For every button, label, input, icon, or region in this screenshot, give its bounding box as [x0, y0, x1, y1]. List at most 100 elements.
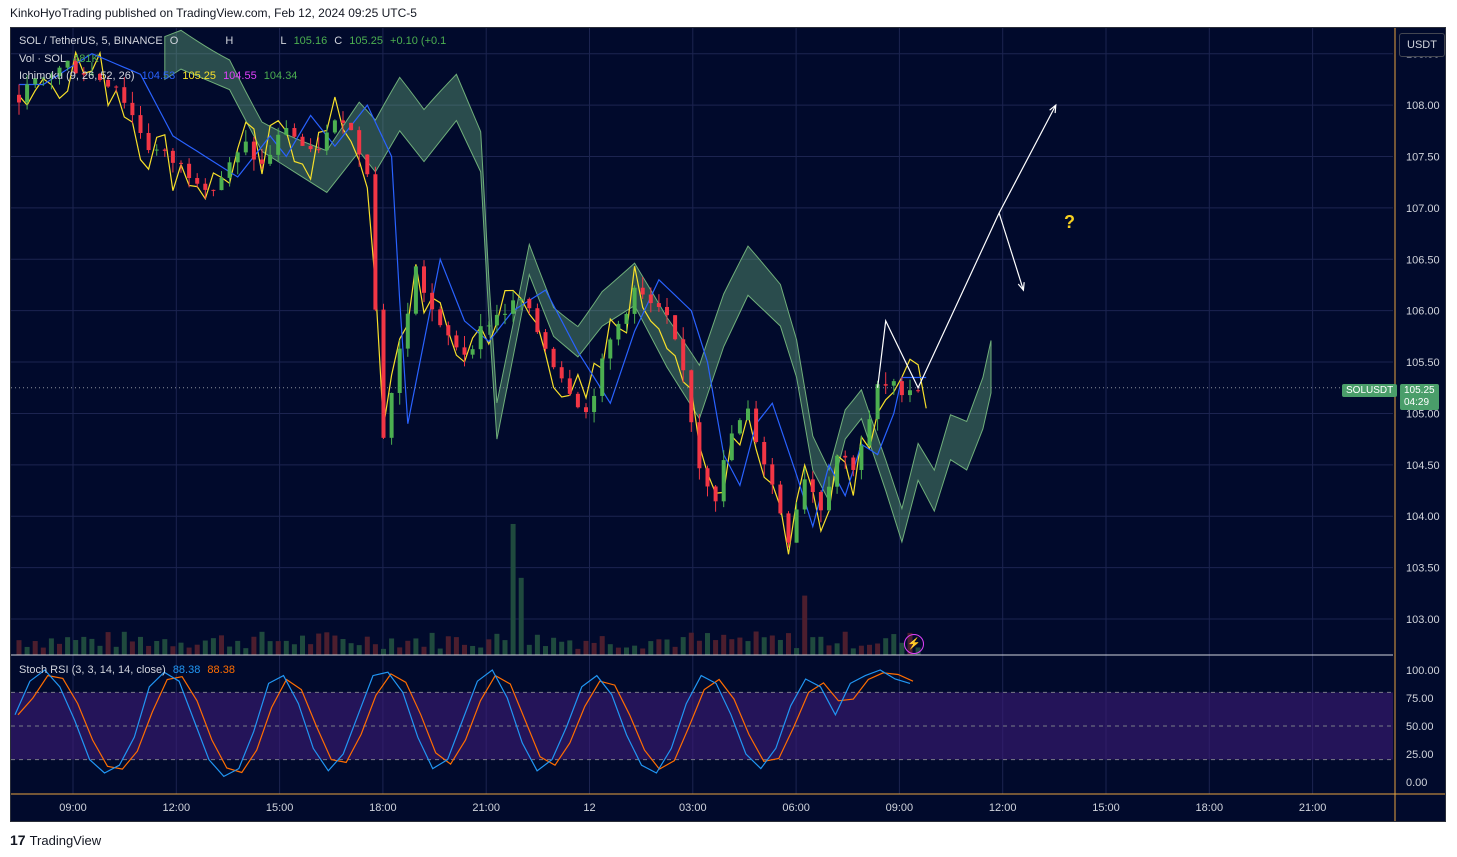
volume-bar	[705, 633, 710, 655]
volume-bar	[178, 642, 184, 655]
countdown: 04:29	[1404, 397, 1430, 408]
volume-bar	[332, 635, 338, 655]
price-tick-label: 106.00	[1406, 306, 1440, 318]
ichimoku-cloud	[164, 29, 992, 544]
time-tick-label: 15:00	[266, 802, 294, 814]
volume-bar	[810, 637, 816, 655]
ichimoku-label: Ichimoku (9, 26, 52, 26)	[19, 70, 135, 82]
volume-bar	[875, 643, 881, 655]
chart-canvas[interactable]: 108.50108.00107.50107.00106.50106.00105.…	[11, 28, 1445, 821]
candle-body	[486, 325, 491, 327]
candle-body	[665, 306, 669, 316]
price-tick-label: 107.00	[1406, 203, 1440, 215]
stoch-tick-label: 100.00	[1406, 665, 1440, 677]
high-label: H	[225, 35, 234, 47]
volume-bar	[405, 640, 411, 655]
volume-bar	[713, 640, 719, 655]
candle-body	[405, 313, 410, 349]
price-tick-label: 105.50	[1406, 357, 1440, 369]
candle-body	[211, 189, 216, 191]
projection-path	[877, 103, 1057, 390]
volume-bar	[883, 638, 889, 655]
volume-bar	[575, 648, 581, 655]
candle-body	[122, 87, 127, 103]
time-tick-label: 18:00	[369, 802, 397, 814]
candle-body	[867, 419, 872, 446]
candle-body	[827, 486, 831, 511]
volume-bar	[607, 644, 613, 655]
volume-bar	[583, 640, 589, 655]
candle-body	[527, 298, 532, 309]
kijun-line	[19, 53, 927, 529]
candle-body	[454, 335, 459, 348]
candle-body	[251, 141, 256, 160]
candle-body	[446, 325, 451, 336]
candle-body	[243, 141, 248, 153]
candle-body	[810, 479, 815, 493]
volume-bar	[138, 636, 143, 655]
question-annotation[interactable]: ?	[1064, 212, 1075, 232]
symbol-legend: SOL / TetherUS, 5, BINANCE O H L 105.16 …	[19, 35, 450, 47]
candle-body	[179, 162, 183, 164]
candle-body	[381, 309, 386, 438]
volume-bar	[794, 648, 800, 655]
volume-bar	[283, 640, 289, 655]
candle-body	[802, 479, 807, 510]
volume-bar	[551, 637, 557, 655]
price-tick-label: 103.00	[1406, 614, 1440, 626]
time-tick-label: 09:00	[59, 802, 87, 814]
volume-bar	[308, 644, 314, 655]
volume-bar	[97, 645, 103, 655]
volume-bar	[356, 645, 362, 655]
time-tick-label: 21:00	[472, 802, 500, 814]
candle-body	[600, 358, 605, 396]
price-tick-label: 103.50	[1406, 563, 1440, 575]
volume-bar	[170, 646, 176, 655]
close-label: C	[334, 35, 343, 47]
stoch-rsi-pane	[11, 669, 1393, 778]
footer-brand[interactable]: 17 TradingView	[10, 832, 101, 848]
candle-body	[584, 407, 588, 413]
ichimoku-value-3: 104.55	[223, 70, 257, 82]
volume-bar	[769, 635, 775, 655]
volume-bar	[32, 641, 38, 655]
candle-body	[883, 384, 888, 386]
candle-body	[656, 303, 661, 307]
candle-body	[673, 315, 678, 340]
volume-bar	[421, 646, 427, 655]
volume-bar	[696, 640, 702, 655]
candle-body	[551, 348, 556, 368]
time-tick-label: 12:00	[163, 802, 191, 814]
candle-body	[470, 349, 475, 355]
lightning-icon[interactable]: ⚡	[904, 634, 924, 654]
volume-bar	[664, 639, 670, 655]
low-value: 105.16	[293, 35, 328, 47]
stoch-tick-label: 50.00	[1406, 721, 1434, 733]
candle-body	[503, 313, 507, 315]
volume-bar	[219, 635, 224, 655]
stoch-tick-label: 25.00	[1406, 749, 1434, 761]
volume-bar	[65, 637, 71, 655]
volume-bar	[105, 632, 111, 655]
currency-button[interactable]: USDT	[1399, 33, 1445, 57]
candle-body	[57, 67, 62, 77]
candle-body	[227, 162, 232, 178]
candle-body	[268, 154, 273, 164]
candle-body	[284, 128, 289, 135]
volume-bar	[786, 633, 791, 655]
volume-bar	[834, 643, 840, 655]
candle-body	[130, 102, 135, 116]
volume-bar	[899, 642, 905, 655]
volume-bar	[518, 577, 524, 655]
chart-frame[interactable]: 108.50108.00107.50107.00106.50106.00105.…	[10, 27, 1446, 822]
time-tick-label: 12	[583, 802, 595, 814]
candle-body	[632, 287, 637, 314]
candle-body	[908, 390, 912, 396]
volume-bar	[656, 639, 662, 655]
candle-body	[559, 367, 564, 379]
candle-body	[843, 455, 848, 458]
volume-bars	[16, 523, 921, 655]
candle-body	[746, 408, 750, 421]
volume-bar	[267, 641, 273, 655]
candle-body	[25, 84, 30, 103]
